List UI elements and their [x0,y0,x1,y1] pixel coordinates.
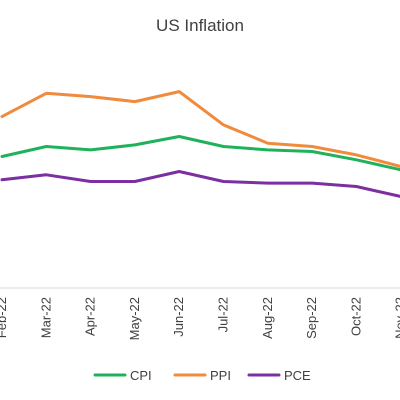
legend-item-pce: PCE [247,368,311,383]
x-tick-label: Aug-22 [260,297,275,339]
x-tick-label: Apr-22 [83,297,98,336]
legend-item-ppi: PPI [173,368,231,383]
chart-title: US Inflation [156,16,244,35]
x-tick-label: Jun-22 [171,297,186,337]
x-tick-label: Jul-22 [216,297,231,332]
legend-label-cpi: CPI [130,368,152,383]
x-tick-label: Mar-22 [38,297,53,338]
x-tick-label: May-22 [127,297,142,340]
x-tick-labels: Feb-22 Mar-22 Apr-22 May-22 Jun-22 Jul-22 Aug-… [0,297,400,340]
series-line-cpi [0,135,400,172]
legend: CPI PPI PCE [93,368,311,383]
x-tick-label: Feb-22 [0,297,9,338]
legend-label-ppi: PPI [210,368,231,383]
x-tick-label: Oct-22 [348,297,363,336]
x-tick-label: Nov-22 [393,297,400,339]
legend-item-cpi: CPI [93,368,152,383]
series-line-pce [0,170,400,198]
legend-label-pce: PCE [284,368,311,383]
x-tick-label: Sep-22 [304,297,319,339]
series-line-ppi [0,90,400,168]
series-group [0,90,400,198]
